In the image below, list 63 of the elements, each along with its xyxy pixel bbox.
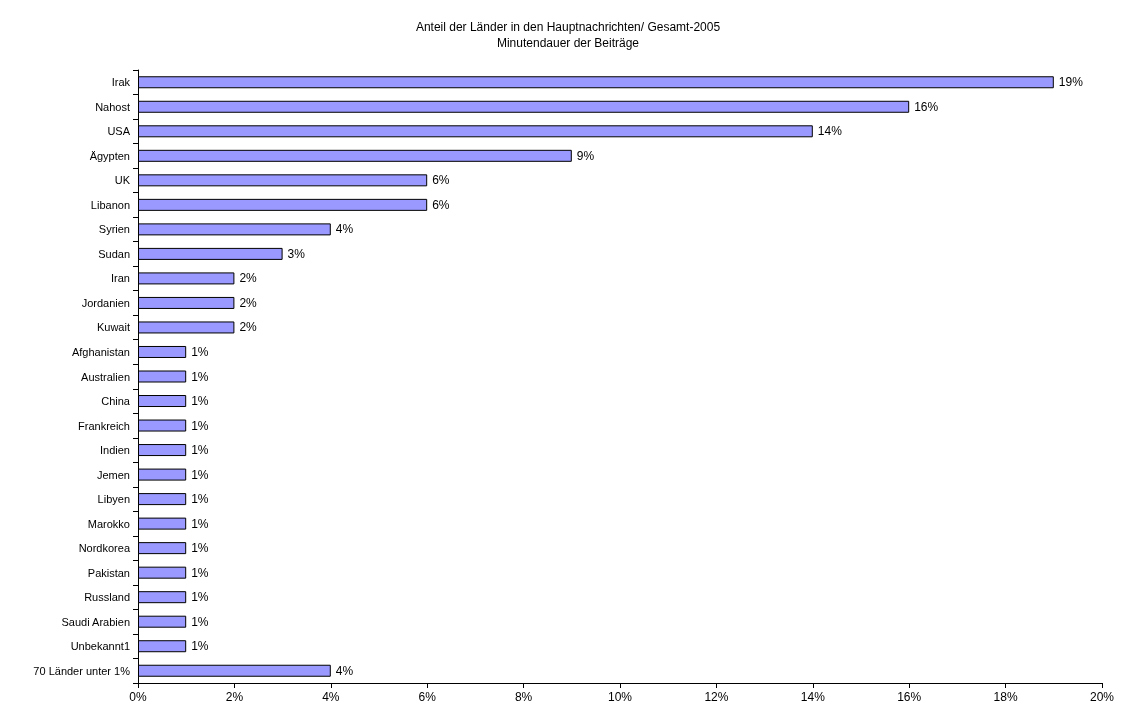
y-tick-label: China (101, 395, 131, 408)
data-label: 4% (335, 663, 354, 678)
y-tick-label: Frankreich (78, 419, 130, 432)
y-tick-label: Kuwait (96, 321, 130, 334)
x-tick-label: 0% (129, 690, 147, 704)
data-label: 1% (191, 394, 209, 409)
data-label: 1% (191, 418, 209, 433)
data-label: 4% (335, 222, 354, 237)
y-tick-label: Marokko (87, 517, 130, 530)
data-label: 1% (191, 492, 209, 507)
x-tick-label: 20% (1089, 690, 1115, 704)
y-tick-label: Indien (100, 444, 130, 457)
data-label: 1% (191, 369, 209, 384)
data-label: 14% (817, 124, 843, 139)
data-label: 9% (576, 148, 595, 163)
y-tick-label: Iran (111, 272, 130, 285)
data-label: 1% (191, 443, 209, 458)
y-tick-label: USA (107, 125, 131, 138)
y-tick-label: Ägypten (89, 149, 130, 162)
data-label: 1% (191, 541, 209, 556)
chart-subtitle: Minutendauer der Beiträge (496, 36, 640, 50)
data-label: 16% (914, 99, 939, 114)
y-tick-label: Nordkorea (78, 542, 131, 555)
x-tick-label: 16% (897, 690, 922, 704)
y-tick-label: Sudan (98, 247, 130, 260)
y-tick-label: Libyen (97, 493, 130, 506)
data-label: 2% (239, 295, 258, 310)
x-tick-label: 4% (322, 690, 340, 704)
data-label: 1% (191, 467, 209, 482)
data-label: 1% (191, 590, 209, 605)
y-tick-label: Nahost (95, 100, 130, 113)
x-tick-label: 18% (993, 690, 1018, 704)
y-tick-label: Libanon (90, 198, 130, 211)
y-tick-label: Jemen (96, 468, 130, 481)
data-label: 2% (239, 271, 258, 286)
y-tick-label: Saudi Arabien (61, 615, 130, 628)
y-tick-label: Australien (81, 370, 130, 383)
y-tick-label: UK (114, 174, 131, 187)
data-label: 1% (191, 614, 209, 629)
y-tick-label: Afghanistan (71, 345, 130, 358)
data-label: 1% (191, 516, 209, 531)
data-label: 6% (432, 173, 450, 188)
x-tick-label: 6% (418, 690, 437, 704)
data-label: 1% (191, 639, 209, 654)
x-tick-label: 2% (225, 690, 244, 704)
data-label: 1% (191, 565, 209, 580)
y-tick-label: 70 Länder unter 1% (33, 664, 131, 677)
x-tick-label: 8% (514, 690, 533, 704)
chart-title: Anteil der Länder in den Hauptnachrichten/ Gesamt-2005 (415, 20, 721, 34)
y-tick-label: Russland (84, 591, 130, 604)
data-label: 1% (191, 344, 209, 359)
y-tick-label: Jordanien (81, 296, 130, 309)
x-tick-label: 12% (704, 690, 729, 704)
data-label: 3% (287, 246, 306, 261)
y-tick-label: Syrien (98, 223, 130, 236)
y-tick-label: Irak (111, 76, 131, 89)
data-label: 19% (1058, 75, 1084, 90)
x-tick-label: 14% (800, 690, 826, 704)
data-label: 2% (239, 320, 258, 335)
x-tick-label: 10% (607, 690, 633, 704)
y-tick-label: Unbekannt1 (70, 640, 130, 653)
y-tick-label: Pakistan (87, 566, 130, 579)
data-label: 6% (432, 197, 450, 212)
